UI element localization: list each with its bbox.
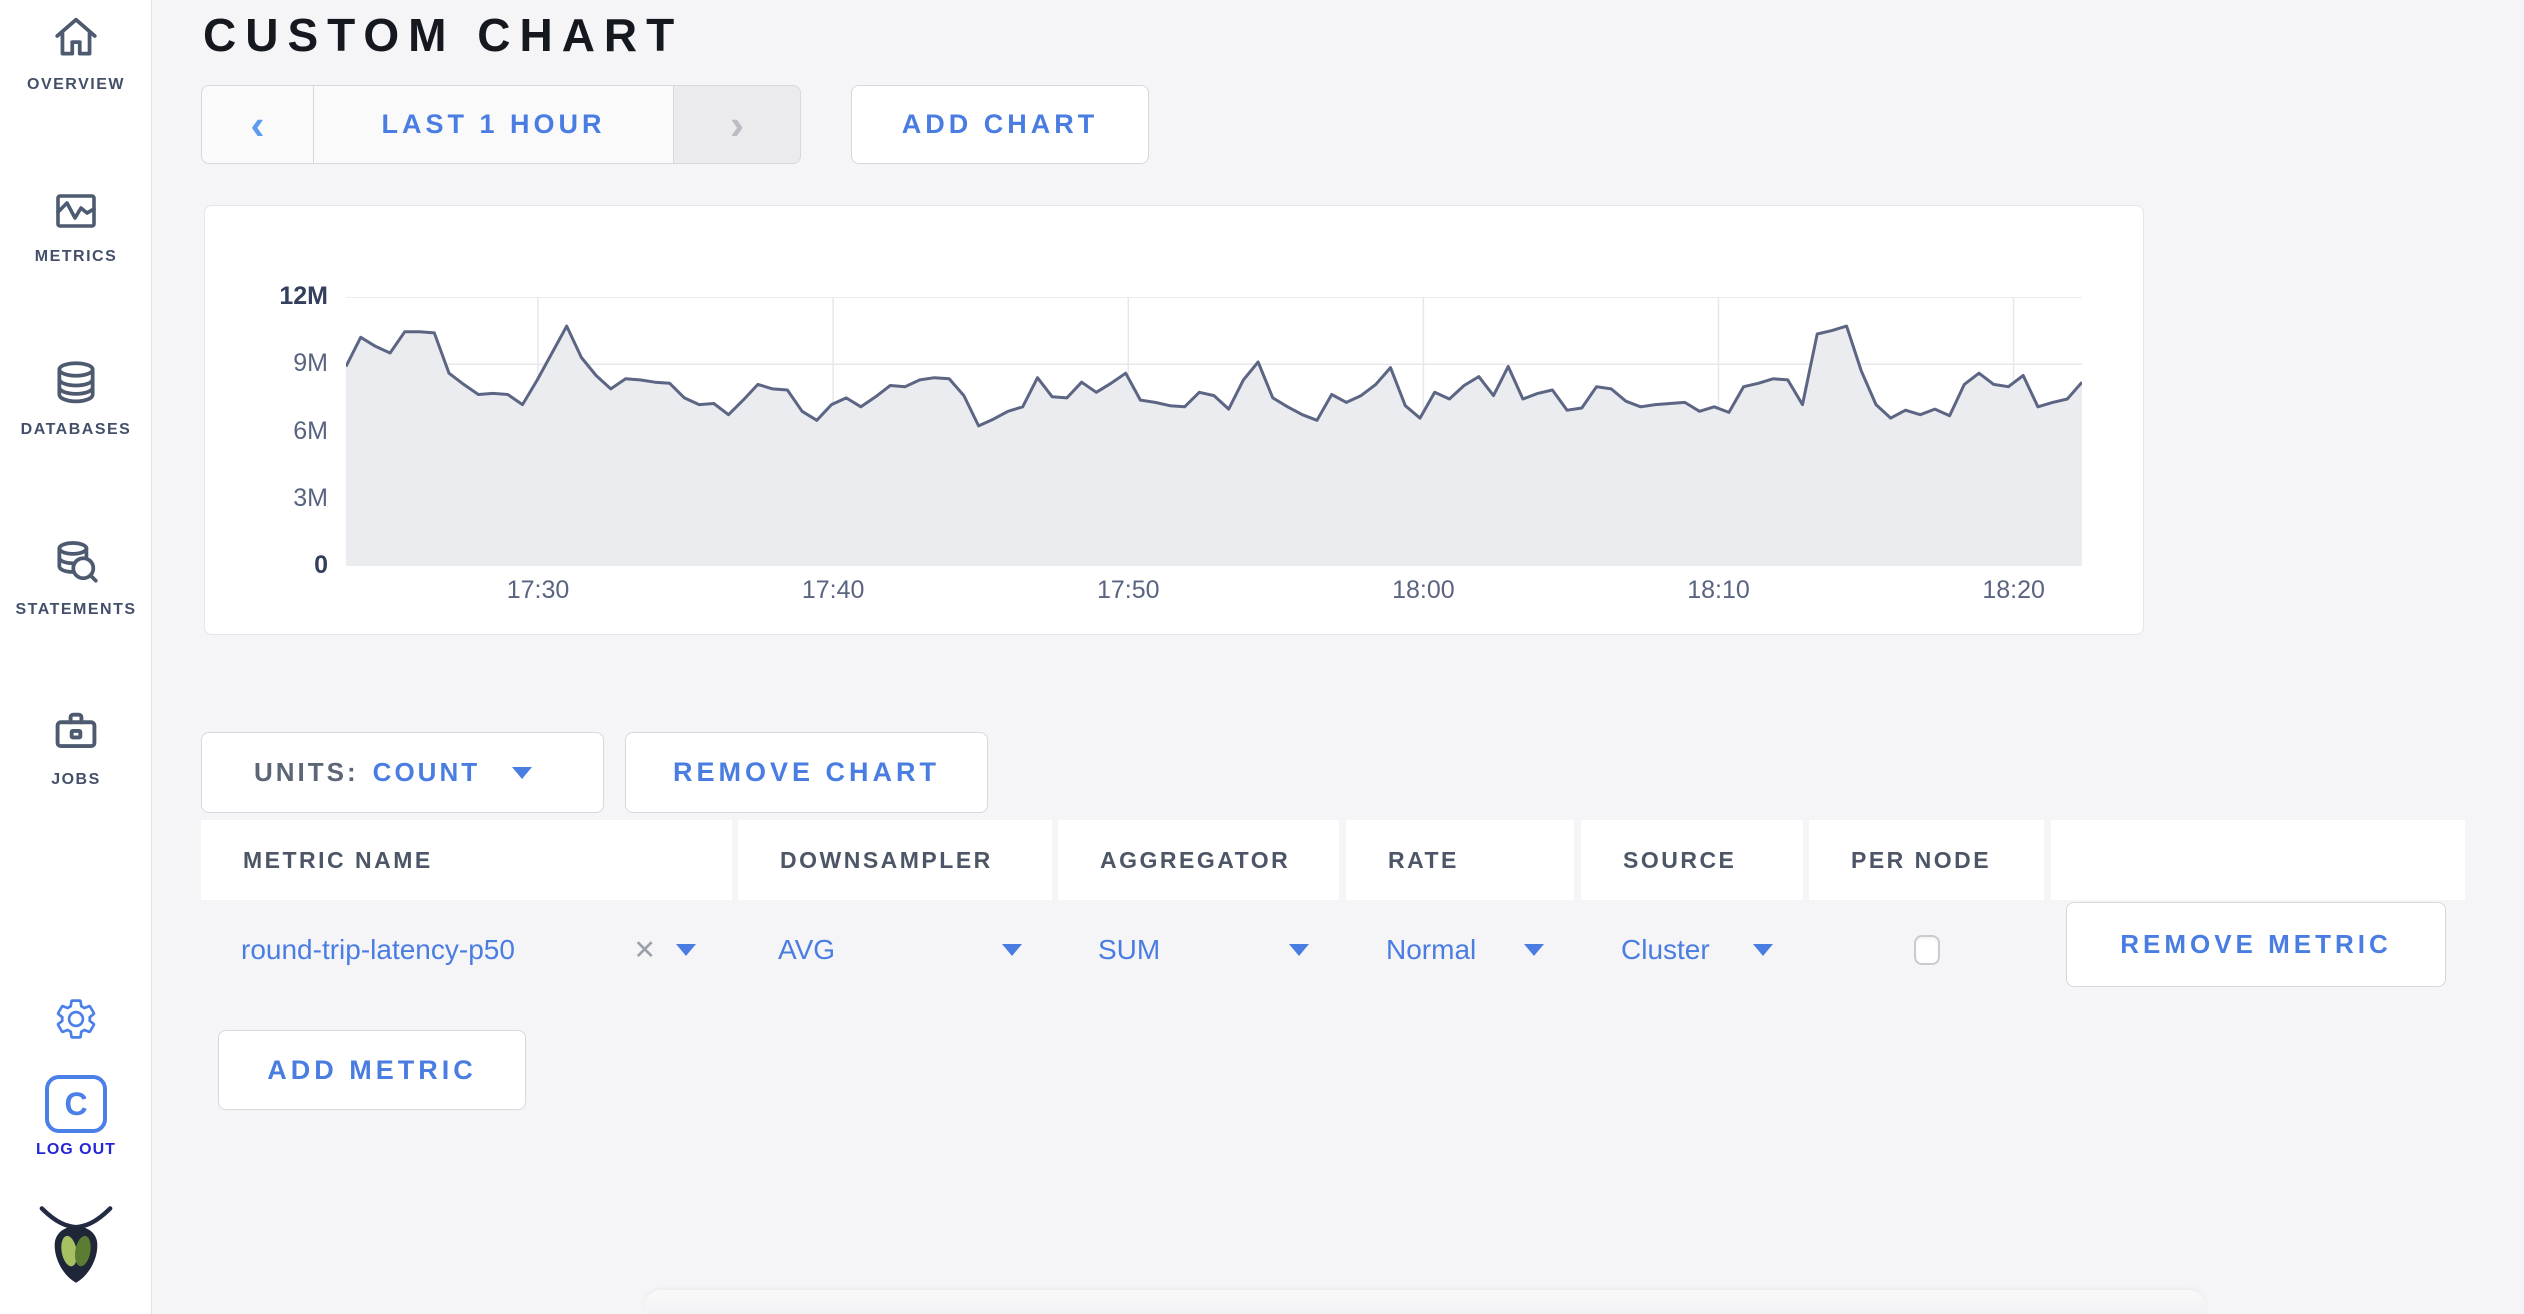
chevron-right-icon: › bbox=[730, 100, 744, 148]
chart-y-axis-label: 6M bbox=[293, 416, 328, 445]
logout-label: LOG OUT bbox=[36, 1141, 116, 1158]
caret-down-icon bbox=[1753, 944, 1773, 956]
units-value: COUNT bbox=[372, 757, 481, 787]
per-node-checkbox[interactable] bbox=[1913, 935, 1940, 965]
gear-icon bbox=[56, 999, 96, 1039]
chart-y-axis-label: 0 bbox=[314, 551, 328, 579]
units-dropdown[interactable]: UNITS: COUNT bbox=[201, 732, 604, 813]
statements-icon bbox=[57, 541, 98, 583]
database-icon bbox=[57, 361, 95, 404]
clear-metric-icon[interactable]: ✕ bbox=[633, 934, 656, 965]
header-cell-source: SOURCE bbox=[1581, 820, 1803, 900]
sidebar-item-label: DATABASES bbox=[20, 421, 132, 438]
cockroach-logo bbox=[39, 1206, 113, 1283]
metric-name-value: round-trip-latency-p50 bbox=[241, 934, 515, 965]
time-range-label[interactable]: LAST 1 HOUR bbox=[381, 109, 606, 139]
rate-select[interactable]: Normal bbox=[1346, 900, 1574, 1000]
sidebar: OVERVIEW METRICS DATABASES bbox=[0, 0, 152, 1314]
area-chart bbox=[344, 296, 2084, 567]
sidebar-item-databases[interactable]: DATABASES bbox=[0, 358, 152, 439]
logout-initial: C bbox=[64, 1085, 88, 1122]
sidebar-item-label: JOBS bbox=[51, 771, 101, 788]
chart-x-axis-label: 18:20 bbox=[1982, 576, 2045, 604]
units-label: UNITS: bbox=[254, 757, 359, 787]
sidebar-item-label: METRICS bbox=[34, 248, 118, 265]
chart-plot-area bbox=[344, 296, 2084, 567]
home-icon bbox=[55, 17, 97, 56]
rate-value: Normal bbox=[1386, 934, 1477, 965]
sidebar-logout[interactable]: C LOG OUT bbox=[0, 1075, 152, 1159]
sidebar-item-overview[interactable]: OVERVIEW bbox=[0, 13, 152, 94]
downsampler-value: AVG bbox=[778, 934, 836, 965]
add-metric-button[interactable]: ADD METRIC bbox=[218, 1030, 526, 1110]
chart-x-axis-label: 17:40 bbox=[801, 576, 865, 604]
sidebar-item-label: OVERVIEW bbox=[27, 76, 125, 93]
sidebar-item-statements[interactable]: STATEMENTS bbox=[0, 538, 152, 619]
header-cell-metric-name: METRIC NAME bbox=[201, 820, 732, 900]
aggregator-select[interactable]: SUM bbox=[1058, 900, 1339, 1000]
chart-x-axis-label: 17:30 bbox=[506, 576, 570, 604]
source-value: Cluster bbox=[1621, 934, 1710, 965]
caret-down-icon bbox=[676, 944, 696, 956]
logout-icon: C bbox=[45, 1075, 107, 1133]
sidebar-settings[interactable] bbox=[0, 996, 152, 1047]
header-cell-actions bbox=[2051, 820, 2465, 900]
sidebar-brand bbox=[0, 1198, 152, 1299]
aggregator-value: SUM bbox=[1098, 934, 1161, 965]
chart-y-axis-label: 3M bbox=[293, 483, 328, 512]
remove-chart-button[interactable]: REMOVE CHART bbox=[625, 732, 988, 813]
chart-x-axis-label: 18:10 bbox=[1687, 576, 1750, 604]
metric-row: round-trip-latency-p50 ✕ AVG SUM Normal … bbox=[201, 900, 2044, 1000]
chart-y-axis-label: 9M bbox=[293, 349, 328, 378]
add-chart-button[interactable]: ADD CHART bbox=[851, 85, 1149, 164]
sidebar-item-label: STATEMENTS bbox=[15, 601, 137, 618]
source-select[interactable]: Cluster bbox=[1581, 900, 1803, 1000]
header-cell-aggregator: AGGREGATOR bbox=[1058, 820, 1339, 900]
time-range-prev-button[interactable]: ‹ bbox=[202, 86, 314, 163]
time-range-next-button[interactable]: › bbox=[673, 86, 800, 163]
per-node-cell bbox=[1809, 900, 2044, 1000]
time-range-selector: ‹ LAST 1 HOUR › bbox=[201, 85, 801, 164]
header-cell-downsampler: DOWNSAMPLER bbox=[738, 820, 1052, 900]
chevron-left-icon: ‹ bbox=[250, 100, 265, 148]
caret-down-icon bbox=[1289, 944, 1309, 956]
remove-metric-button[interactable]: REMOVE METRIC bbox=[2066, 902, 2446, 987]
bottom-sheet-edge bbox=[645, 1290, 2205, 1314]
caret-down-icon bbox=[512, 766, 533, 779]
briefcase-icon bbox=[55, 712, 97, 749]
chart-y-axis-label: 12M bbox=[279, 282, 328, 310]
header-cell-per-node: PER NODE bbox=[1809, 820, 2044, 900]
chart-x-axis-label: 18:00 bbox=[1392, 576, 1455, 604]
chart-card: 0 3M 6M 9M 12M 17:30 17:40 17:50 18:00 18:10 18:20 bbox=[204, 205, 2144, 635]
page-title: CUSTOM CHART bbox=[203, 9, 684, 61]
metrics-icon bbox=[56, 194, 96, 228]
chart-x-axis-label: 17:50 bbox=[1096, 576, 1160, 604]
sidebar-item-jobs[interactable]: JOBS bbox=[0, 706, 152, 789]
sidebar-item-metrics[interactable]: METRICS bbox=[0, 187, 152, 266]
downsampler-select[interactable]: AVG bbox=[738, 900, 1052, 1000]
caret-down-icon bbox=[1002, 944, 1022, 956]
metric-name-select[interactable]: round-trip-latency-p50 ✕ bbox=[201, 900, 732, 1000]
header-cell-rate: RATE bbox=[1346, 820, 1574, 900]
caret-down-icon bbox=[1524, 944, 1544, 956]
metrics-table-header: METRIC NAME DOWNSAMPLER AGGREGATOR RATE … bbox=[201, 820, 2465, 900]
